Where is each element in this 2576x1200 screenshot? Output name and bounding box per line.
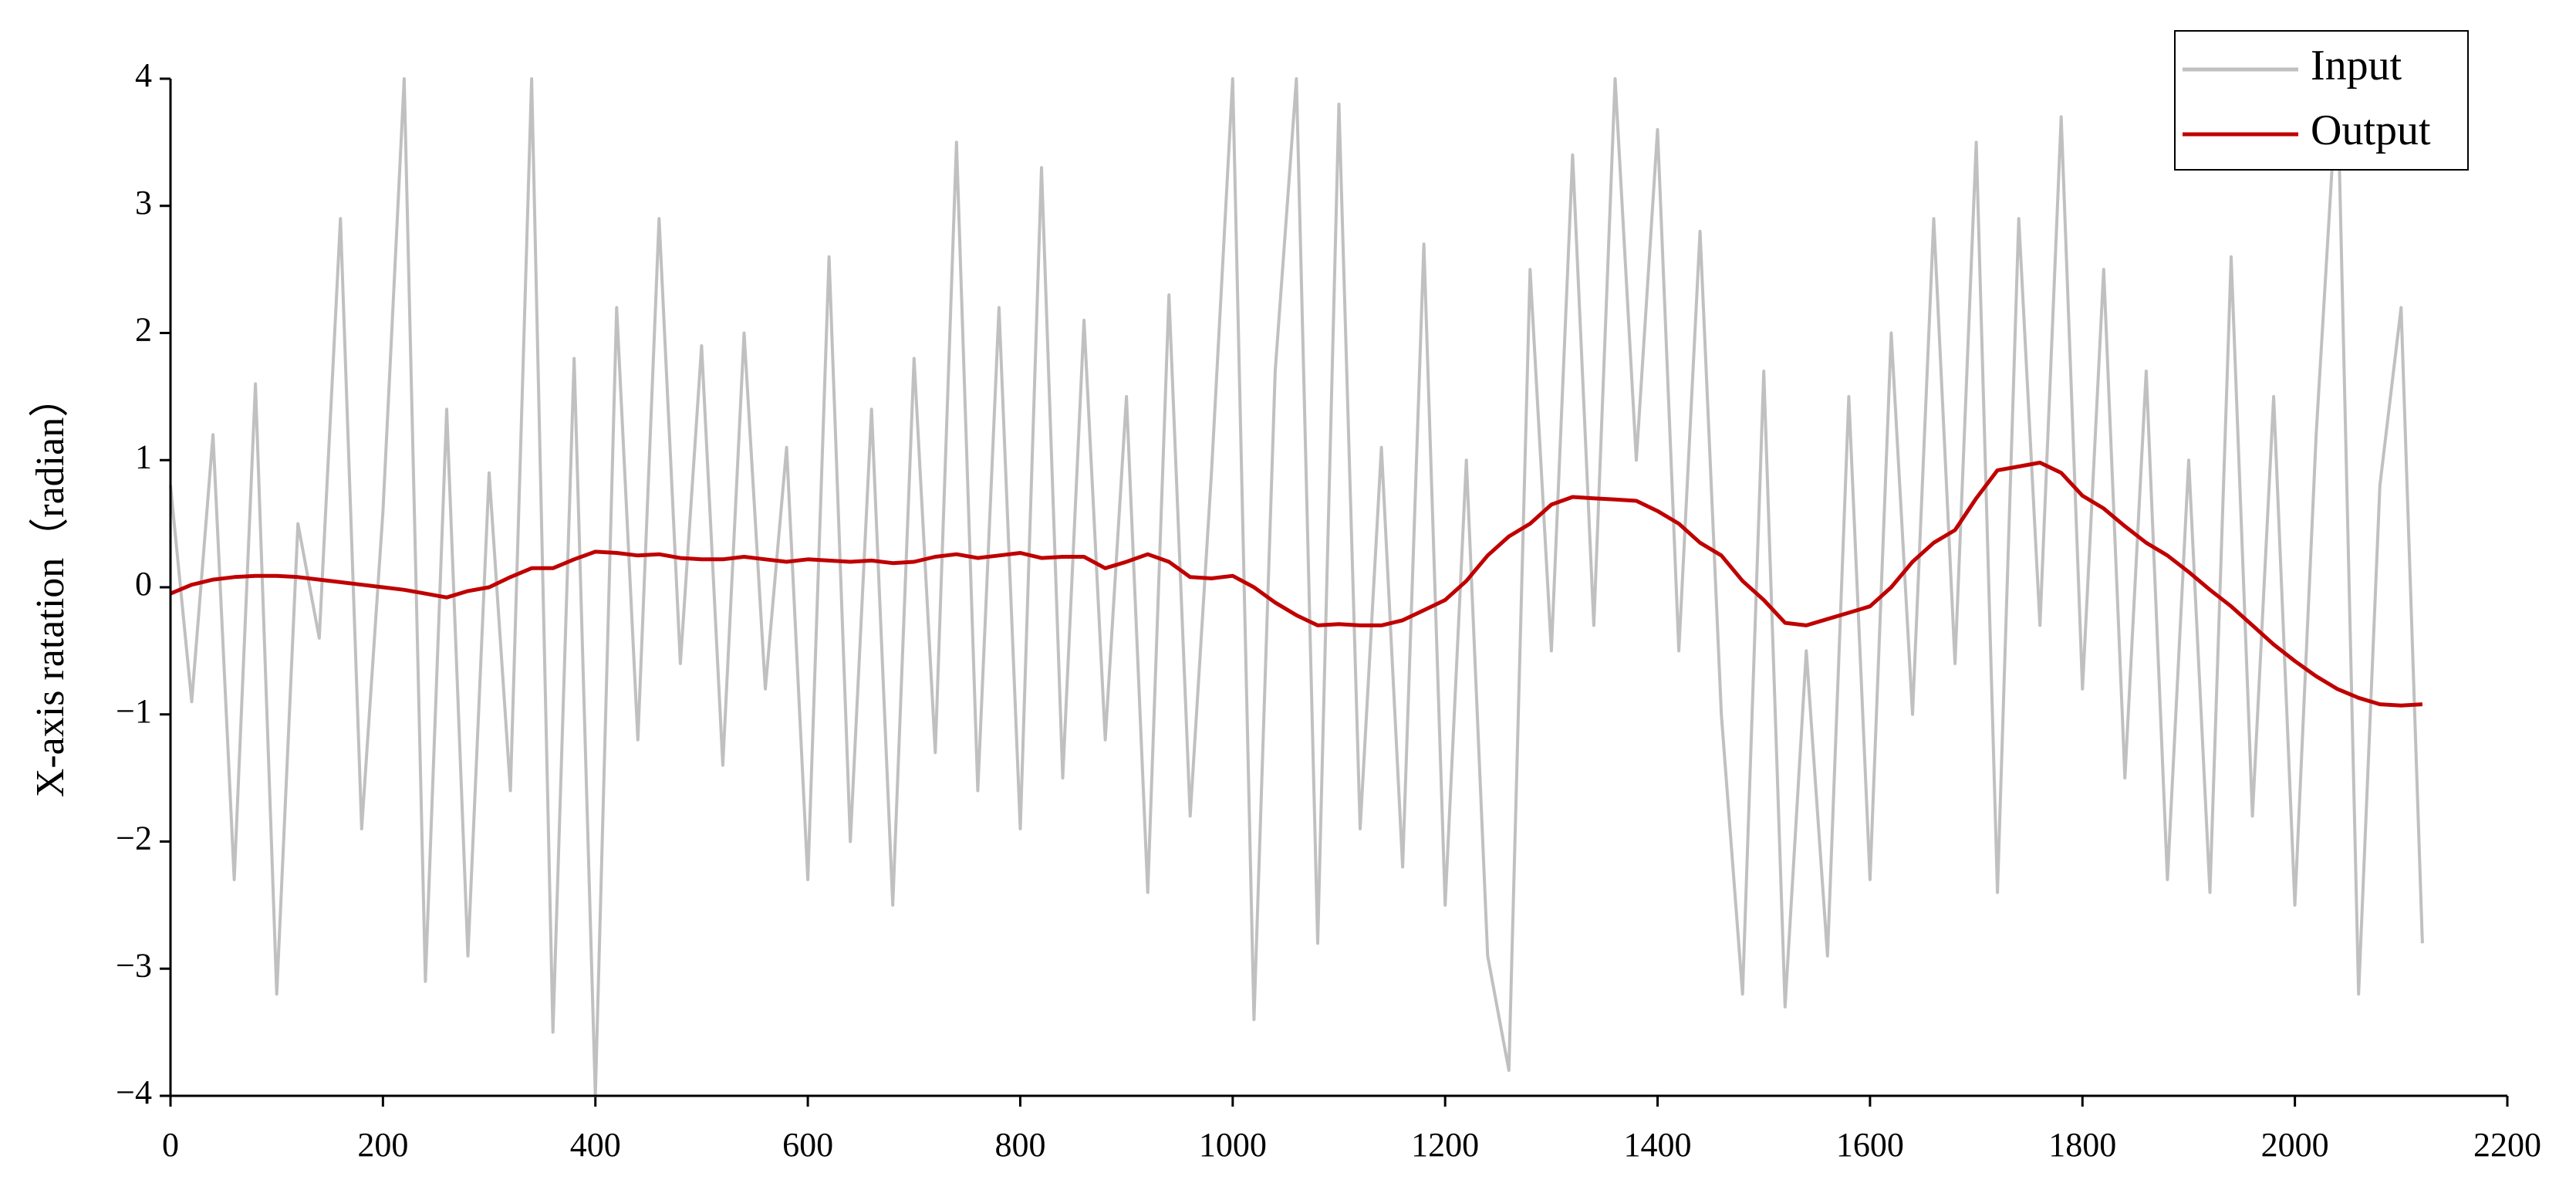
x-tick-label: 400	[570, 1126, 621, 1164]
y-tick-label: 4	[135, 56, 152, 94]
legend-label: Output	[2311, 106, 2431, 154]
y-tick-label: 2	[135, 311, 152, 349]
y-tick-label: 1	[135, 438, 152, 475]
x-tick-label: 1000	[1199, 1126, 1267, 1164]
x-tick-label: 2200	[2473, 1126, 2541, 1164]
legend-label: Input	[2311, 42, 2402, 90]
x-tick-label: 1800	[2048, 1126, 2116, 1164]
y-tick-label: −4	[116, 1073, 152, 1111]
x-tick-label: 800	[994, 1126, 1045, 1164]
y-tick-label: 0	[135, 565, 152, 603]
x-tick-label: 600	[782, 1126, 833, 1164]
x-tick-label: 1200	[1411, 1126, 1479, 1164]
x-tick-label: 200	[357, 1126, 408, 1164]
series-line	[170, 461, 2423, 708]
x-tick-label: 2000	[2261, 1126, 2329, 1164]
x-tick-label: 1400	[1624, 1126, 1692, 1164]
series-line	[169, 77, 2424, 1097]
y-tick-label: −3	[116, 946, 152, 984]
x-tick-label: 0	[162, 1126, 179, 1164]
x-tick-label: 1600	[1836, 1126, 1904, 1164]
y-tick-label: −1	[116, 692, 152, 730]
legend-box	[2174, 30, 2469, 171]
y-axis-label: X-axis ratation（radian）	[29, 377, 73, 797]
y-tick-label: 3	[135, 184, 152, 221]
y-tick-label: −2	[116, 820, 152, 857]
